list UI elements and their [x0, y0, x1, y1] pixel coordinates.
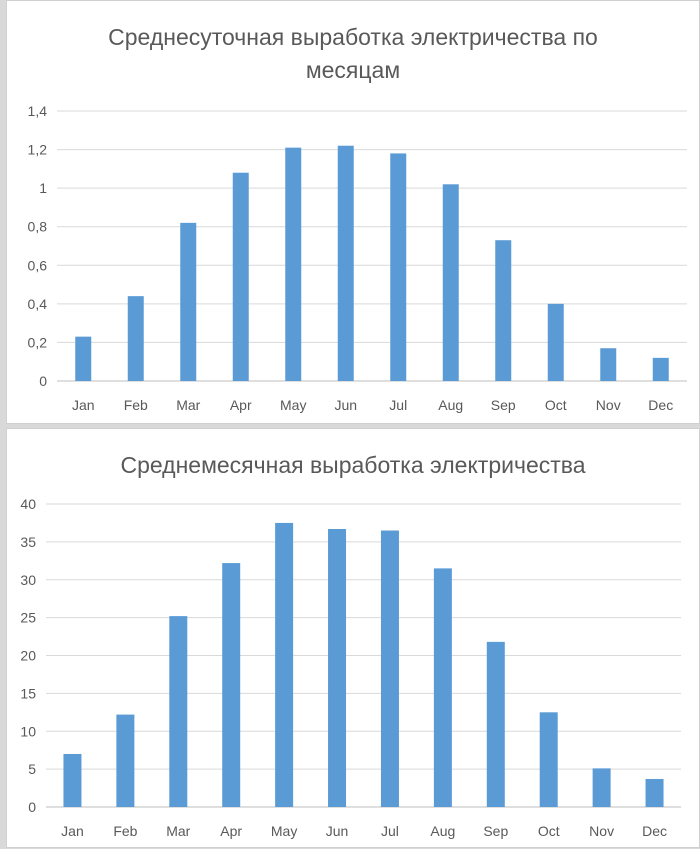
- bar-mar: [180, 222, 197, 381]
- bar-aug: [442, 184, 459, 381]
- y-tick-label: 0: [39, 373, 47, 389]
- x-tick-label: Jul: [381, 823, 399, 839]
- x-tick-label: May: [280, 397, 306, 413]
- x-tick-label: Jul: [389, 397, 407, 413]
- bar-may: [275, 522, 294, 807]
- y-tick-label: 0,2: [28, 334, 48, 350]
- x-tick-label: Feb: [124, 397, 148, 413]
- x-tick-label: Sep: [491, 397, 516, 413]
- y-tick-label: 0,4: [28, 296, 48, 312]
- y-tick-label: 1: [39, 180, 47, 196]
- bar-feb: [116, 714, 135, 807]
- y-tick-label: 5: [28, 761, 36, 777]
- monthly-output-chart-canvas: 0 5 10 15 20 25 30 35 40 Jan Feb Mar Apr May Jun Jul Aug…: [20, 496, 681, 839]
- x-tick-label: Oct: [545, 397, 567, 413]
- bar-jun: [337, 145, 354, 381]
- y-tick-label: 0: [28, 799, 36, 815]
- bar-oct: [539, 712, 558, 807]
- x-tick-label: Jun: [326, 823, 349, 839]
- y-tick-label: 10: [20, 723, 36, 739]
- bar-feb: [127, 296, 144, 381]
- bar-sep: [486, 641, 505, 807]
- x-tick-label: Aug: [438, 397, 463, 413]
- x-tick-label: Jun: [334, 397, 357, 413]
- monthly-output-chart: Среднемесячная выработка электричества 0…: [6, 428, 700, 848]
- chart-title: Среднемесячная выработка электричества: [120, 452, 586, 478]
- bar-jan: [75, 336, 92, 381]
- bar-nov: [592, 768, 611, 807]
- bar-jul: [380, 530, 399, 807]
- y-tick-label: 0,6: [28, 257, 48, 273]
- x-tick-label: Mar: [176, 397, 200, 413]
- bar-oct: [547, 303, 564, 381]
- bar-sep: [495, 240, 512, 381]
- x-tick-label: Nov: [589, 823, 614, 839]
- bar-apr: [232, 172, 249, 381]
- bar-jan: [63, 753, 82, 807]
- y-tick-label: 30: [20, 572, 36, 588]
- x-tick-label: Apr: [220, 823, 242, 839]
- x-tick-label: Jan: [61, 823, 84, 839]
- y-tick-label: 15: [20, 685, 36, 701]
- bar-dec: [652, 357, 669, 381]
- bar-apr: [222, 563, 241, 807]
- bar-jul: [390, 153, 407, 381]
- y-tick-label: 1,2: [28, 142, 48, 158]
- x-tick-label: Apr: [230, 397, 252, 413]
- daily-output-chart-canvas: 0 0,2 0,4 0,6 0,8 1 1,2 1,4 Jan Feb Mar Apr May Jun Ju…: [28, 103, 687, 413]
- x-tick-label: Oct: [538, 823, 560, 839]
- x-tick-label: Sep: [483, 823, 508, 839]
- daily-output-chart: Среднесуточная выработка электричества п…: [6, 0, 700, 424]
- bar-dec: [645, 778, 664, 807]
- x-tick-label: Dec: [642, 823, 667, 839]
- y-tick-label: 20: [20, 648, 36, 664]
- y-tick-label: 40: [20, 496, 36, 512]
- chart-title: Среднесуточная выработка электричества п…: [108, 24, 598, 83]
- x-tick-label: Nov: [596, 397, 621, 413]
- x-tick-label: Mar: [166, 823, 190, 839]
- bar-aug: [433, 568, 452, 807]
- x-tick-label: Aug: [430, 823, 455, 839]
- y-tick-label: 1,4: [28, 103, 48, 119]
- x-tick-label: Feb: [113, 823, 137, 839]
- y-tick-label: 35: [20, 534, 36, 550]
- bar-mar: [169, 616, 188, 807]
- x-tick-label: May: [271, 823, 297, 839]
- bar-jun: [328, 528, 347, 807]
- y-tick-label: 25: [20, 610, 36, 626]
- x-tick-label: Dec: [648, 397, 673, 413]
- x-tick-label: Jan: [72, 397, 95, 413]
- bar-nov: [600, 348, 617, 381]
- bar-may: [285, 147, 302, 381]
- y-tick-label: 0,8: [28, 219, 48, 235]
